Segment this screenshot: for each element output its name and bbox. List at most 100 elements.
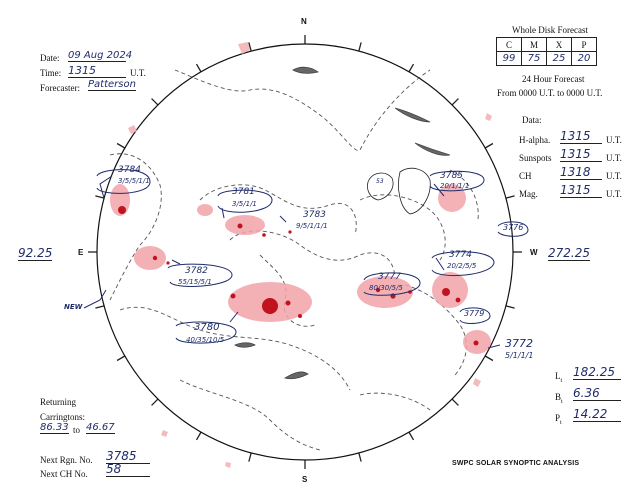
next-ch-label: Next CH No. bbox=[40, 469, 88, 479]
forecast-subtitle: 24 Hour Forecast bbox=[522, 74, 585, 84]
forecast-value-p: 20 bbox=[571, 51, 597, 66]
limb-tick bbox=[484, 355, 494, 362]
l-value: 182.25 bbox=[573, 365, 621, 380]
west-label: W bbox=[530, 248, 538, 257]
returning-title: Returning bbox=[40, 397, 76, 407]
region-3783-code: 9/5/1/1/1 bbox=[296, 222, 328, 230]
region-3776-number: 3776 bbox=[503, 223, 524, 232]
sunspots bbox=[118, 206, 479, 346]
limb-tick bbox=[505, 305, 515, 309]
west-limb-value: 272.25 bbox=[548, 246, 590, 261]
forecaster-value: Patterson bbox=[88, 79, 136, 91]
carringtons-label: Carringtons: bbox=[40, 412, 85, 422]
data-mag-label: Mag. bbox=[519, 189, 538, 199]
limb-tick bbox=[248, 452, 252, 462]
data-sunspots-value: 1315 bbox=[560, 147, 602, 162]
region-leaders bbox=[83, 169, 529, 349]
limb-tick bbox=[408, 431, 415, 441]
region-3785-code: 20/1/1/1 bbox=[440, 182, 470, 190]
solar-disk-limb bbox=[96, 43, 514, 461]
limb-plage-marks bbox=[128, 42, 492, 468]
region-3777-number: 3777 bbox=[378, 272, 401, 282]
region-3774-number: 3774 bbox=[449, 250, 472, 260]
region-3772-code: 5/1/1/1 bbox=[505, 351, 534, 360]
region-3783-number: 3783 bbox=[303, 210, 326, 220]
data-title: Data: bbox=[522, 115, 542, 125]
region-3781-number: 3781 bbox=[232, 187, 255, 197]
data-halpha-value: 1315 bbox=[560, 129, 602, 144]
coronal-hole-53 bbox=[367, 172, 394, 201]
forecast-col-m: M bbox=[521, 37, 547, 52]
south-label: S bbox=[302, 475, 308, 484]
p-value: 14.22 bbox=[573, 407, 621, 422]
limb-tick bbox=[116, 355, 126, 362]
data-sunspots-label: Sunspots bbox=[519, 153, 552, 163]
east-limb-value: 92.25 bbox=[18, 246, 53, 261]
forecast-table: C M X P 99 75 25 20 bbox=[496, 37, 597, 66]
data-ch-label: CH bbox=[519, 171, 532, 181]
data-halpha-label: H-alpha. bbox=[519, 135, 551, 145]
plage-regions bbox=[110, 184, 491, 354]
region-3785-number: 3785 bbox=[440, 171, 463, 181]
forecast-col-p: P bbox=[571, 37, 597, 52]
next-ch-value: 58 bbox=[106, 462, 150, 477]
region-3772-number: 3772 bbox=[505, 337, 533, 350]
forecaster-label: Forecaster: bbox=[40, 83, 80, 93]
region-3774-code: 20/2/5/5 bbox=[447, 262, 477, 270]
region-3781-code: 3/5/1/1 bbox=[232, 200, 257, 208]
forecast-value-x: 25 bbox=[546, 51, 572, 66]
limb-tick bbox=[95, 195, 105, 199]
time-value: 1315 bbox=[68, 64, 126, 78]
limb-tick bbox=[248, 42, 252, 52]
forecast-value-c: 99 bbox=[496, 51, 522, 66]
limb-tick bbox=[195, 431, 202, 441]
region-3782-code: 55/15/5/1 bbox=[178, 278, 212, 286]
next-rgn-value: 3785 bbox=[106, 449, 150, 464]
data-sunspots-unit: U.T. bbox=[606, 153, 622, 163]
limb-tick bbox=[358, 42, 362, 52]
forecast-col-c: C bbox=[496, 37, 522, 52]
time-label: Time: bbox=[40, 68, 62, 78]
region-3777-code: 80/30/5/5 bbox=[369, 284, 403, 292]
data-mag-unit: U.T. bbox=[606, 189, 622, 199]
limb-tick bbox=[116, 142, 126, 149]
limb-tick bbox=[505, 195, 515, 199]
north-label: N bbox=[301, 17, 307, 26]
region-3779-number: 3779 bbox=[464, 309, 485, 318]
forecast-col-x: X bbox=[546, 37, 572, 52]
region-3782-number: 3782 bbox=[185, 266, 208, 276]
date-value: 09 Aug 2024 bbox=[68, 50, 133, 62]
limb-tick bbox=[151, 398, 159, 406]
limb-tick bbox=[451, 98, 459, 106]
region-3780-code: 40/35/10/5 bbox=[186, 336, 225, 344]
limb-tick bbox=[195, 63, 202, 73]
data-mag-value: 1315 bbox=[560, 183, 602, 198]
coronal-hole-number: 53 bbox=[376, 178, 384, 185]
neutral-lines bbox=[109, 69, 479, 451]
new-region-label: NEW bbox=[64, 303, 83, 311]
next-rgn-label: Next Rgn. No. bbox=[40, 455, 93, 465]
limb-tick-marks bbox=[88, 35, 522, 469]
region-3784-code: 3/5/5/1/1 bbox=[118, 177, 150, 185]
data-halpha-unit: U.T. bbox=[606, 135, 622, 145]
forecast-value-m: 75 bbox=[521, 51, 547, 66]
carrington-from: 86.33 bbox=[40, 422, 69, 434]
data-ch-unit: U.T. bbox=[606, 171, 622, 181]
l-label: Lt bbox=[555, 371, 563, 384]
limb-tick bbox=[484, 142, 494, 149]
b-label: Bt bbox=[555, 392, 563, 405]
forecast-title: Whole Disk Forecast bbox=[512, 25, 588, 35]
limb-tick bbox=[451, 398, 459, 406]
data-ch-value: 1318 bbox=[560, 165, 602, 180]
east-label: E bbox=[78, 248, 84, 257]
limb-tick bbox=[95, 305, 105, 309]
carrington-to: 46.67 bbox=[86, 422, 115, 434]
region-3784-number: 3784 bbox=[118, 165, 141, 175]
b-value: 6.36 bbox=[573, 386, 621, 401]
limb-tick bbox=[358, 452, 362, 462]
p-label: Pt bbox=[555, 413, 562, 426]
filament-marks bbox=[234, 66, 451, 380]
time-unit: U.T. bbox=[130, 68, 146, 78]
forecast-period: From 0000 U.T. to 0000 U.T. bbox=[497, 88, 603, 98]
